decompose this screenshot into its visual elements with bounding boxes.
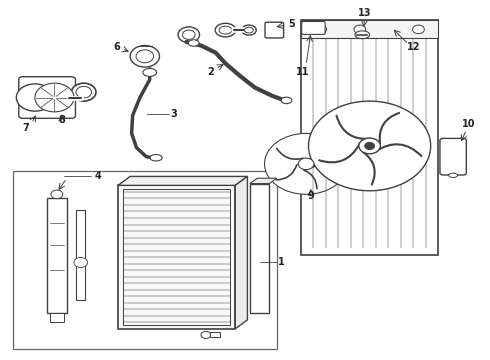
Bar bbox=[76, 211, 85, 300]
Ellipse shape bbox=[242, 25, 256, 35]
Text: 10: 10 bbox=[462, 120, 475, 129]
Circle shape bbox=[365, 142, 374, 149]
FancyArrowPatch shape bbox=[337, 116, 370, 139]
FancyArrowPatch shape bbox=[276, 165, 297, 180]
Polygon shape bbox=[250, 178, 277, 184]
Circle shape bbox=[309, 101, 431, 191]
FancyArrowPatch shape bbox=[304, 170, 317, 189]
Text: 8: 8 bbox=[58, 116, 65, 126]
Circle shape bbox=[182, 30, 195, 40]
Ellipse shape bbox=[245, 27, 253, 33]
Bar bbox=[301, 21, 438, 255]
Ellipse shape bbox=[281, 97, 292, 104]
Circle shape bbox=[35, 83, 74, 112]
Text: 6: 6 bbox=[114, 42, 121, 51]
Circle shape bbox=[265, 134, 347, 194]
Circle shape bbox=[315, 25, 327, 34]
Bar bbox=[118, 185, 235, 329]
Text: 3: 3 bbox=[171, 109, 177, 119]
Circle shape bbox=[130, 45, 159, 67]
Bar bbox=[210, 332, 220, 337]
FancyArrowPatch shape bbox=[312, 139, 318, 159]
Circle shape bbox=[76, 86, 92, 98]
Text: 11: 11 bbox=[296, 67, 309, 77]
Bar bbox=[250, 184, 270, 313]
Ellipse shape bbox=[355, 31, 369, 39]
FancyBboxPatch shape bbox=[265, 22, 284, 38]
Text: 9: 9 bbox=[308, 191, 315, 201]
Text: 1: 1 bbox=[278, 257, 285, 267]
Circle shape bbox=[136, 50, 154, 63]
Text: 2: 2 bbox=[207, 67, 214, 77]
Ellipse shape bbox=[150, 154, 162, 161]
Ellipse shape bbox=[188, 40, 199, 46]
Circle shape bbox=[201, 331, 211, 338]
Ellipse shape bbox=[219, 26, 232, 34]
Ellipse shape bbox=[215, 23, 236, 37]
FancyArrowPatch shape bbox=[319, 144, 360, 162]
Ellipse shape bbox=[449, 173, 458, 177]
Text: 13: 13 bbox=[358, 8, 371, 18]
FancyBboxPatch shape bbox=[19, 77, 75, 118]
Circle shape bbox=[413, 25, 424, 34]
FancyBboxPatch shape bbox=[440, 138, 466, 175]
Circle shape bbox=[16, 84, 53, 111]
Circle shape bbox=[51, 190, 63, 199]
Text: 7: 7 bbox=[23, 123, 29, 133]
Text: 5: 5 bbox=[288, 19, 295, 29]
Circle shape bbox=[178, 27, 199, 42]
Polygon shape bbox=[118, 176, 247, 185]
Circle shape bbox=[74, 257, 88, 267]
Circle shape bbox=[298, 158, 314, 170]
Bar bbox=[301, 21, 438, 39]
Bar bbox=[13, 171, 277, 348]
FancyBboxPatch shape bbox=[302, 22, 325, 35]
Ellipse shape bbox=[143, 68, 157, 76]
FancyArrowPatch shape bbox=[314, 160, 343, 167]
Bar bbox=[47, 198, 67, 313]
Circle shape bbox=[354, 25, 366, 34]
Bar bbox=[123, 189, 230, 325]
Text: 12: 12 bbox=[407, 42, 420, 52]
Circle shape bbox=[359, 138, 380, 154]
FancyArrowPatch shape bbox=[277, 149, 303, 159]
FancyArrowPatch shape bbox=[363, 152, 375, 185]
FancyArrowPatch shape bbox=[380, 113, 399, 143]
Text: 4: 4 bbox=[95, 171, 102, 181]
Polygon shape bbox=[235, 176, 247, 329]
FancyArrowPatch shape bbox=[375, 144, 421, 156]
Circle shape bbox=[72, 83, 96, 101]
Bar bbox=[49, 313, 64, 321]
